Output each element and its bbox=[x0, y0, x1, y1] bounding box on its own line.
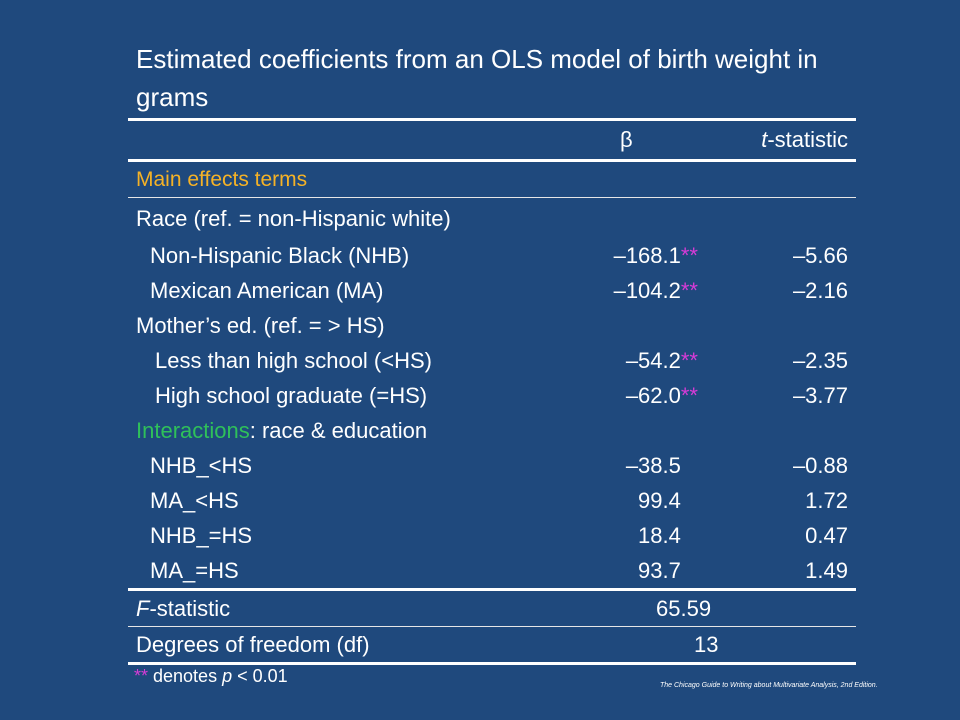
table-row: MA_<HS 99.4** 1.72 bbox=[128, 483, 856, 518]
significance-stars: ** bbox=[680, 243, 698, 268]
f-italic: F bbox=[136, 596, 150, 621]
table-row: Non-Hispanic Black (NHB) –168.1** –5.66 bbox=[128, 238, 856, 273]
footnote-text-post: < 0.01 bbox=[232, 666, 288, 686]
t-rest: -statistic bbox=[767, 127, 848, 152]
table-row: High school graduate (=HS) –62.0** –3.77 bbox=[128, 378, 856, 413]
ed-group-row: Mother’s ed. (ref. = > HS) bbox=[128, 308, 856, 343]
df-value: 13 bbox=[694, 632, 719, 657]
df-label: Degrees of freedom (df) bbox=[136, 632, 370, 657]
beta-value: –54.2 bbox=[625, 348, 681, 373]
slide-title: Estimated coefficients from an OLS model… bbox=[136, 44, 818, 112]
t-cell: –2.16 bbox=[792, 278, 848, 303]
f-statistic-rule bbox=[128, 626, 856, 627]
beta-value: 93.7 bbox=[638, 558, 681, 583]
footnote-text-pre: denotes bbox=[148, 666, 223, 686]
interactions-row: Interactions: race & education bbox=[128, 413, 856, 448]
f-statistic-value: 65.59 bbox=[656, 596, 712, 621]
t-statistic-column-header: t-statistic bbox=[761, 121, 848, 159]
row-label: Mexican American (MA) bbox=[150, 278, 384, 303]
interactions-colored: Interactions bbox=[136, 418, 250, 443]
t-cell: 1.49 bbox=[805, 558, 848, 583]
t-cell: –2.35 bbox=[792, 348, 848, 373]
table-row: MA_=HS 93.7** 1.49 bbox=[128, 553, 856, 588]
df-row: Degrees of freedom (df) 13 bbox=[128, 627, 856, 662]
row-label: MA_<HS bbox=[150, 488, 239, 513]
beta-value: –104.2 bbox=[613, 278, 681, 303]
beta-value: –38.5 bbox=[625, 453, 681, 478]
beta-cell: –168.1** bbox=[614, 238, 698, 273]
header-rule bbox=[128, 159, 856, 162]
footnote-p: p bbox=[222, 666, 233, 686]
table-bottom-rule bbox=[128, 662, 856, 665]
f-statistic-label: F-statistic bbox=[136, 591, 230, 626]
main-effects-rule bbox=[128, 197, 856, 198]
t-italic: t bbox=[761, 127, 768, 152]
beta-cell: –104.2** bbox=[614, 273, 698, 308]
row-label: Non-Hispanic Black (NHB) bbox=[150, 243, 410, 268]
row-label: Less than high school (<HS) bbox=[155, 348, 432, 373]
significance-stars: ** bbox=[680, 348, 698, 373]
table-header-row: β t-statistic bbox=[128, 121, 856, 159]
row-label: NHB_<HS bbox=[150, 453, 253, 478]
row-label: High school graduate (=HS) bbox=[155, 383, 428, 408]
footnote-stars: ** bbox=[134, 666, 149, 686]
beta-value: 18.4 bbox=[638, 523, 681, 548]
table-row: Mexican American (MA) –104.2** –2.16 bbox=[128, 273, 856, 308]
beta-column-header: β bbox=[620, 127, 633, 152]
main-effects-row: Main effects terms bbox=[128, 162, 856, 197]
race-group-label: Race (ref. = non-Hispanic white) bbox=[136, 206, 451, 231]
t-cell: –0.88 bbox=[792, 453, 848, 478]
beta-value: 99.4 bbox=[638, 488, 681, 513]
race-group-row: Race (ref. = non-Hispanic white) bbox=[128, 198, 856, 238]
table-row: Less than high school (<HS) –54.2** –2.3… bbox=[128, 343, 856, 378]
table-row: NHB_<HS –38.5** –0.88 bbox=[128, 448, 856, 483]
model-stats-rule bbox=[128, 588, 856, 591]
row-label: NHB_=HS bbox=[150, 523, 253, 548]
significance-footnote: ** denotes p < 0.01 bbox=[134, 664, 288, 688]
beta-cell: 99.4** bbox=[638, 483, 698, 518]
t-cell: –3.77 bbox=[792, 383, 848, 408]
beta-value: –62.0 bbox=[625, 383, 681, 408]
significance-stars: ** bbox=[680, 383, 698, 408]
row-label: MA_=HS bbox=[150, 558, 239, 583]
beta-value: –168.1 bbox=[613, 243, 681, 268]
f-rest: -statistic bbox=[149, 596, 231, 621]
beta-cell: –54.2** bbox=[626, 343, 698, 378]
interactions-rest: : race & education bbox=[249, 418, 428, 443]
ed-group-label: Mother’s ed. (ref. = > HS) bbox=[136, 313, 385, 338]
t-cell: 0.47 bbox=[805, 523, 848, 548]
coefficients-table: β t-statistic Main effects terms Race (r… bbox=[128, 118, 856, 665]
main-effects-label: Main effects terms bbox=[136, 168, 308, 191]
beta-cell: –62.0** bbox=[626, 378, 698, 413]
f-statistic-row: F-statistic 65.59 bbox=[128, 591, 856, 626]
t-cell: 1.72 bbox=[805, 488, 848, 513]
beta-cell: –38.5** bbox=[626, 448, 698, 483]
table-row: NHB_=HS 18.4** 0.47 bbox=[128, 518, 856, 553]
beta-cell: 18.4** bbox=[638, 518, 698, 553]
source-citation: The Chicago Guide to Writing about Multi… bbox=[660, 682, 878, 689]
t-cell: –5.66 bbox=[792, 243, 848, 268]
beta-cell: 93.7** bbox=[638, 553, 698, 588]
table-top-rule bbox=[128, 118, 856, 121]
significance-stars: ** bbox=[680, 278, 698, 303]
interactions-label: Interactions: race & education bbox=[136, 413, 427, 448]
